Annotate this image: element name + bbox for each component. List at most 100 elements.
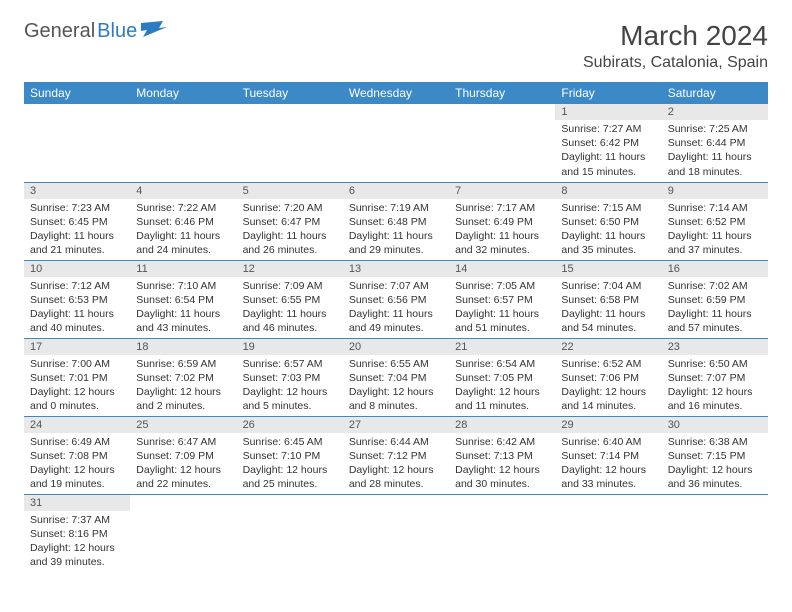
daylight-text: Daylight: 12 hours and 19 minutes. [30,463,124,491]
sunrise-text: Sunrise: 7:17 AM [455,201,549,215]
empty-cell [555,494,661,572]
day-number: 26 [237,417,343,433]
day-cell: 21Sunrise: 6:54 AMSunset: 7:05 PMDayligh… [449,338,555,416]
sunrise-text: Sunrise: 7:10 AM [136,279,230,293]
day-info: Sunrise: 6:45 AMSunset: 7:10 PMDaylight:… [237,433,343,494]
empty-cell [449,494,555,572]
sunrise-text: Sunrise: 6:47 AM [136,435,230,449]
day-cell: 31Sunrise: 7:37 AMSunset: 8:16 PMDayligh… [24,494,130,572]
daylight-text: Daylight: 12 hours and 5 minutes. [243,385,337,413]
day-info: Sunrise: 7:14 AMSunset: 6:52 PMDaylight:… [662,199,768,260]
day-info: Sunrise: 6:55 AMSunset: 7:04 PMDaylight:… [343,355,449,416]
day-info: Sunrise: 7:10 AMSunset: 6:54 PMDaylight:… [130,277,236,338]
daylight-text: Daylight: 11 hours and 15 minutes. [561,150,655,178]
daylight-text: Daylight: 11 hours and 57 minutes. [668,307,762,335]
day-number: 30 [662,417,768,433]
daylight-text: Daylight: 11 hours and 32 minutes. [455,229,549,257]
day-cell: 15Sunrise: 7:04 AMSunset: 6:58 PMDayligh… [555,260,661,338]
day-number: 8 [555,183,661,199]
day-cell: 22Sunrise: 6:52 AMSunset: 7:06 PMDayligh… [555,338,661,416]
empty-cell [662,494,768,572]
logo-text-general: General [24,20,95,43]
daylight-text: Daylight: 11 hours and 49 minutes. [349,307,443,335]
day-number: 17 [24,339,130,355]
weekday-header: Wednesday [343,82,449,104]
day-number: 22 [555,339,661,355]
daylight-text: Daylight: 12 hours and 0 minutes. [30,385,124,413]
sunset-text: Sunset: 7:05 PM [455,371,549,385]
empty-cell [237,494,343,572]
location-text: Subirats, Catalonia, Spain [583,54,768,72]
sunset-text: Sunset: 6:50 PM [561,215,655,229]
day-cell: 1Sunrise: 7:27 AMSunset: 6:42 PMDaylight… [555,104,661,182]
daylight-text: Daylight: 12 hours and 2 minutes. [136,385,230,413]
sunset-text: Sunset: 6:53 PM [30,293,124,307]
daylight-text: Daylight: 12 hours and 33 minutes. [561,463,655,491]
sunrise-text: Sunrise: 7:19 AM [349,201,443,215]
sunset-text: Sunset: 6:42 PM [561,136,655,150]
day-info: Sunrise: 7:22 AMSunset: 6:46 PMDaylight:… [130,199,236,260]
sunrise-text: Sunrise: 6:54 AM [455,357,549,371]
day-info: Sunrise: 7:19 AMSunset: 6:48 PMDaylight:… [343,199,449,260]
day-cell: 10 Sunrise: 7:12 AMSunset: 6:53 PMDayligh… [24,260,130,338]
daylight-text: Daylight: 12 hours and 28 minutes. [349,463,443,491]
sunset-text: Sunset: 7:01 PM [30,371,124,385]
day-info: Sunrise: 7:25 AMSunset: 6:44 PMDaylight:… [662,120,768,181]
day-number: 12 [237,261,343,277]
sunset-text: Sunset: 6:47 PM [243,215,337,229]
day-number: 2 [662,104,768,120]
sunset-text: Sunset: 8:16 PM [30,527,124,541]
day-number: 13 [343,261,449,277]
sunrise-text: Sunrise: 7:12 AM [30,279,124,293]
day-number: 19 [237,339,343,355]
day-cell: 8Sunrise: 7:15 AMSunset: 6:50 PMDaylight… [555,182,661,260]
day-info: Sunrise: 7:15 AMSunset: 6:50 PMDaylight:… [555,199,661,260]
day-number: 29 [555,417,661,433]
empty-cell [24,104,130,182]
calendar-row: 24Sunrise: 6:49 AMSunset: 7:08 PMDayligh… [24,416,768,494]
daylight-text: Daylight: 11 hours and 35 minutes. [561,229,655,257]
day-cell: 11Sunrise: 7:10 AMSunset: 6:54 PMDayligh… [130,260,236,338]
daylight-text: Daylight: 11 hours and 54 minutes. [561,307,655,335]
daylight-text: Daylight: 11 hours and 26 minutes. [243,229,337,257]
sunrise-text: Sunrise: 7:00 AM [30,357,124,371]
day-cell: 27Sunrise: 6:44 AMSunset: 7:12 PMDayligh… [343,416,449,494]
day-number: 15 [555,261,661,277]
day-number: 7 [449,183,555,199]
sunset-text: Sunset: 7:10 PM [243,449,337,463]
day-number: 3 [24,183,130,199]
sunrise-text: Sunrise: 7:09 AM [243,279,337,293]
sunset-text: Sunset: 7:08 PM [30,449,124,463]
logo: General Blue [24,20,167,43]
day-info: Sunrise: 7:05 AMSunset: 6:57 PMDaylight:… [449,277,555,338]
day-cell: 23Sunrise: 6:50 AMSunset: 7:07 PMDayligh… [662,338,768,416]
day-cell: 26Sunrise: 6:45 AMSunset: 7:10 PMDayligh… [237,416,343,494]
daylight-text: Daylight: 11 hours and 40 minutes. [30,307,124,335]
page-header: General Blue March 2024 Subirats, Catalo… [24,20,768,72]
sunrise-text: Sunrise: 6:57 AM [243,357,337,371]
daylight-text: Daylight: 12 hours and 22 minutes. [136,463,230,491]
daylight-text: Daylight: 12 hours and 30 minutes. [455,463,549,491]
day-number: 11 [130,261,236,277]
day-info: Sunrise: 7:07 AMSunset: 6:56 PMDaylight:… [343,277,449,338]
day-info: Sunrise: 6:44 AMSunset: 7:12 PMDaylight:… [343,433,449,494]
day-info: Sunrise: 7:27 AMSunset: 6:42 PMDaylight:… [555,120,661,181]
day-number: 10 [24,261,130,277]
day-number: 1 [555,104,661,120]
sunrise-text: Sunrise: 7:14 AM [668,201,762,215]
sunset-text: Sunset: 6:49 PM [455,215,549,229]
sunrise-text: Sunrise: 7:37 AM [30,513,124,527]
day-info: Sunrise: 7:20 AMSunset: 6:47 PMDaylight:… [237,199,343,260]
empty-cell [130,104,236,182]
sunrise-text: Sunrise: 7:04 AM [561,279,655,293]
day-info: Sunrise: 7:02 AMSunset: 6:59 PMDaylight:… [662,277,768,338]
day-number: 23 [662,339,768,355]
sunset-text: Sunset: 6:54 PM [136,293,230,307]
day-info: Sunrise: 6:59 AMSunset: 7:02 PMDaylight:… [130,355,236,416]
day-info: Sunrise: 6:42 AMSunset: 7:13 PMDaylight:… [449,433,555,494]
weekday-header: Sunday [24,82,130,104]
calendar-row: 1Sunrise: 7:27 AMSunset: 6:42 PMDaylight… [24,104,768,182]
day-number: 24 [24,417,130,433]
sunset-text: Sunset: 6:48 PM [349,215,443,229]
sunset-text: Sunset: 7:15 PM [668,449,762,463]
